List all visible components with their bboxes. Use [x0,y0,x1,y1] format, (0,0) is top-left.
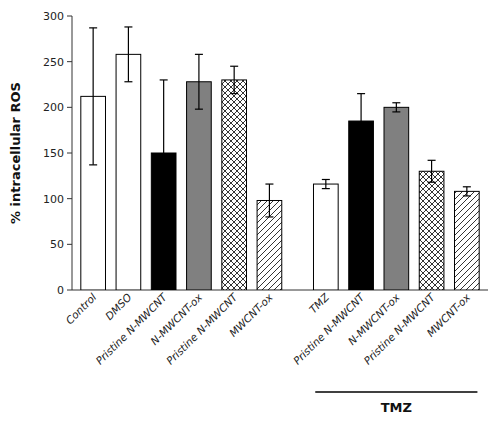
y-tick-label: 300 [43,10,64,23]
bar [419,171,444,290]
error-cap [322,179,330,180]
error-cap [89,164,97,165]
bar [313,184,338,290]
error-bar [392,103,400,112]
error-cap [357,93,365,94]
x-tick-label: Control [63,291,99,327]
error-cap [195,109,203,110]
error-cap [322,188,330,189]
error-bar [124,27,132,82]
error-cap [428,182,436,183]
error-cap [392,111,400,112]
error-cap [357,148,365,149]
error-line [325,179,326,188]
error-line [396,103,397,112]
y-tick [67,198,72,199]
error-cap [463,195,471,196]
error-cap [392,102,400,103]
x-axis: ControlDMSOPristine N-MWCNTN-MWCNT-oxPri… [63,290,473,367]
error-cap [428,160,436,161]
error-line [128,27,129,82]
error-bar [160,80,168,226]
y-tick [67,244,72,245]
error-cap [463,186,471,187]
error-cap [230,66,238,67]
error-line [198,54,199,109]
error-line [234,66,235,93]
error-line [163,80,164,226]
bar [222,80,247,290]
bracket [315,391,477,393]
y-tick-label: 250 [43,56,64,69]
error-bar [195,54,203,109]
error-cap [160,79,168,80]
x-tick-label: MWCNT-ox [424,290,473,339]
y-tick-label: 200 [43,101,64,114]
error-cap [265,183,273,184]
error-line [466,187,467,196]
error-line [360,94,361,149]
bar [116,54,141,290]
error-bar [463,187,471,196]
error-cap [89,27,97,28]
error-bar [428,160,436,182]
error-cap [124,81,132,82]
error-bar [265,184,273,217]
error-line [431,160,432,182]
error-cap [195,54,203,55]
x-tick-label: MWCNT-ox [227,290,276,339]
error-line [93,28,94,165]
bar [455,191,480,290]
y-tick [67,61,72,62]
error-bar [322,179,330,188]
bars [81,27,479,290]
y-tick [67,290,72,291]
y-tick [67,16,72,17]
error-cap [265,216,273,217]
error-line [269,184,270,217]
error-cap [230,93,238,94]
y-tick-label: 0 [57,284,64,297]
y-tick-label: 150 [43,147,64,160]
y-tick [67,153,72,154]
y-tick-label: 100 [43,193,64,206]
annotation: TMZ [381,400,412,415]
chart-container: 0 50 100 150 200 250 300 % intracellular ROS Con… [0,0,500,445]
error-cap [124,26,132,27]
y-tick [67,107,72,108]
x-tick-label: DMSO [103,291,134,322]
x-tick-label: TMZ [307,290,332,315]
error-bar [357,94,365,149]
bar [384,107,409,290]
error-cap [160,225,168,226]
error-bar [89,28,97,165]
y-tick-label: 50 [50,238,64,251]
error-bar [230,66,238,93]
y-axis-line [72,16,73,290]
y-axis-label: % intracellular ROS [8,82,23,224]
chart: 0 50 100 150 200 250 300 % intracellular ROS Con… [0,0,500,445]
y-axis: 0 50 100 150 200 250 300 [43,10,488,297]
bar [187,82,212,290]
